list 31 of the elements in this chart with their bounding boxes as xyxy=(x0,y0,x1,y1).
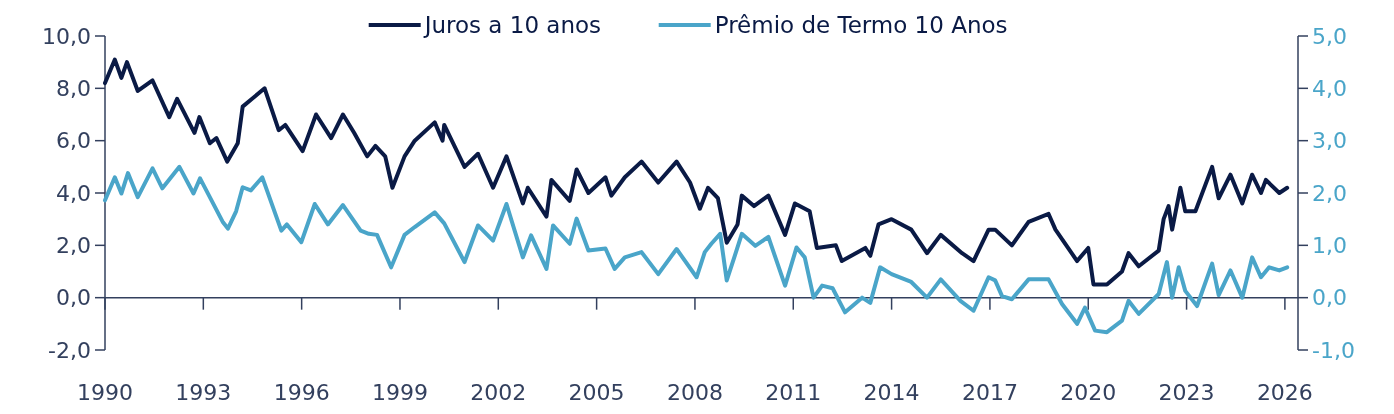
line-series xyxy=(103,164,1290,335)
x-tick-label: 1993 xyxy=(175,380,232,405)
x-tick-label: 2023 xyxy=(1158,380,1215,405)
x-tick-label: 2020 xyxy=(1060,380,1117,405)
legend-label: Juros a 10 anos xyxy=(422,12,602,39)
x-tick-label: 2017 xyxy=(961,380,1018,405)
x-tick-label: 2005 xyxy=(568,380,625,405)
y2-tick-label: 4,0 xyxy=(1312,76,1347,102)
y2-tick-label: 3,0 xyxy=(1312,128,1347,154)
y2-tick-label: 1,0 xyxy=(1312,233,1347,259)
y-tick-label: 4,0 xyxy=(56,180,91,206)
x-tick-label: 1996 xyxy=(273,380,330,405)
y2-tick-label: 5,0 xyxy=(1312,23,1347,49)
x-tick-label: 2026 xyxy=(1256,380,1313,405)
x-tick-label: 2002 xyxy=(470,380,527,405)
y2-tick-label: 0,0 xyxy=(1312,285,1347,311)
x-tick-label: 1999 xyxy=(371,380,428,405)
y-tick-label: 0,0 xyxy=(56,285,91,311)
x-tick-label: 1990 xyxy=(77,380,133,405)
x-tick-label: 2014 xyxy=(863,380,920,405)
y-tick-label: 6,0 xyxy=(56,128,91,154)
x-tick-label: 2011 xyxy=(765,380,822,405)
line-series xyxy=(103,57,1290,287)
x-tick-label: 2008 xyxy=(666,380,723,405)
y-tick-label: 8,0 xyxy=(56,76,91,102)
legend-label: Prêmio de Termo 10 Anos xyxy=(714,12,1008,39)
y2-tick-label: 2,0 xyxy=(1312,180,1347,206)
y-tick-label: 10,0 xyxy=(42,23,91,49)
y-tick-label: 2,0 xyxy=(56,233,91,259)
y-tick-label: -2,0 xyxy=(48,337,91,363)
y2-tick-label: -1,0 xyxy=(1312,337,1355,363)
